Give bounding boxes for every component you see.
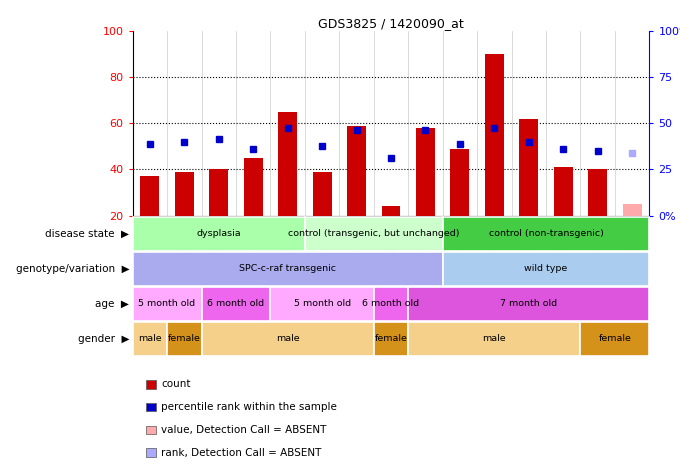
Text: 5 month old: 5 month old [139, 300, 196, 308]
Text: count: count [161, 379, 190, 390]
Bar [443, 252, 649, 286]
Bar [133, 252, 443, 286]
Bar [209, 170, 228, 216]
Title: GDS3825 / 1420090_at: GDS3825 / 1420090_at [318, 17, 464, 30]
Bar [623, 204, 642, 216]
Bar [313, 172, 332, 216]
Text: SPC-c-raf transgenic: SPC-c-raf transgenic [239, 264, 336, 273]
Bar [347, 126, 366, 216]
Bar [133, 217, 305, 251]
Text: wild type: wild type [524, 264, 568, 273]
Bar [554, 167, 573, 216]
Text: 5 month old: 5 month old [294, 300, 351, 308]
Bar [374, 322, 408, 356]
Text: female: female [598, 335, 632, 343]
Text: male: male [483, 335, 506, 343]
Bar [133, 287, 201, 321]
Bar [271, 287, 374, 321]
Text: control (transgenic, but unchanged): control (transgenic, but unchanged) [288, 229, 460, 238]
Bar [520, 118, 539, 216]
Bar [278, 112, 297, 216]
Text: female: female [375, 335, 407, 343]
Text: 6 month old: 6 month old [207, 300, 265, 308]
Text: control (non-transgenic): control (non-transgenic) [489, 229, 603, 238]
Bar [443, 217, 649, 251]
Bar [167, 322, 201, 356]
Bar [408, 322, 581, 356]
Text: rank, Detection Call = ABSENT: rank, Detection Call = ABSENT [161, 447, 322, 458]
Text: genotype/variation  ▶: genotype/variation ▶ [16, 264, 129, 274]
Text: male: male [276, 335, 299, 343]
Bar [243, 158, 262, 216]
Bar [374, 287, 408, 321]
Bar [381, 207, 401, 216]
Text: 7 month old: 7 month old [500, 300, 558, 308]
Bar [450, 149, 469, 216]
Bar [416, 128, 435, 216]
Bar [581, 322, 649, 356]
Bar [588, 170, 607, 216]
Bar [408, 287, 649, 321]
Bar [133, 322, 167, 356]
Text: value, Detection Call = ABSENT: value, Detection Call = ABSENT [161, 425, 326, 435]
Text: 6 month old: 6 month old [362, 300, 420, 308]
Bar [175, 172, 194, 216]
Text: gender  ▶: gender ▶ [78, 334, 129, 344]
Bar [140, 176, 159, 216]
Bar [201, 322, 374, 356]
Text: disease state  ▶: disease state ▶ [45, 228, 129, 239]
Bar [305, 217, 443, 251]
Text: female: female [168, 335, 201, 343]
Text: age  ▶: age ▶ [95, 299, 129, 309]
Text: male: male [138, 335, 162, 343]
Bar [201, 287, 271, 321]
Text: dysplasia: dysplasia [197, 229, 241, 238]
Bar [485, 54, 504, 216]
Text: percentile rank within the sample: percentile rank within the sample [161, 402, 337, 412]
